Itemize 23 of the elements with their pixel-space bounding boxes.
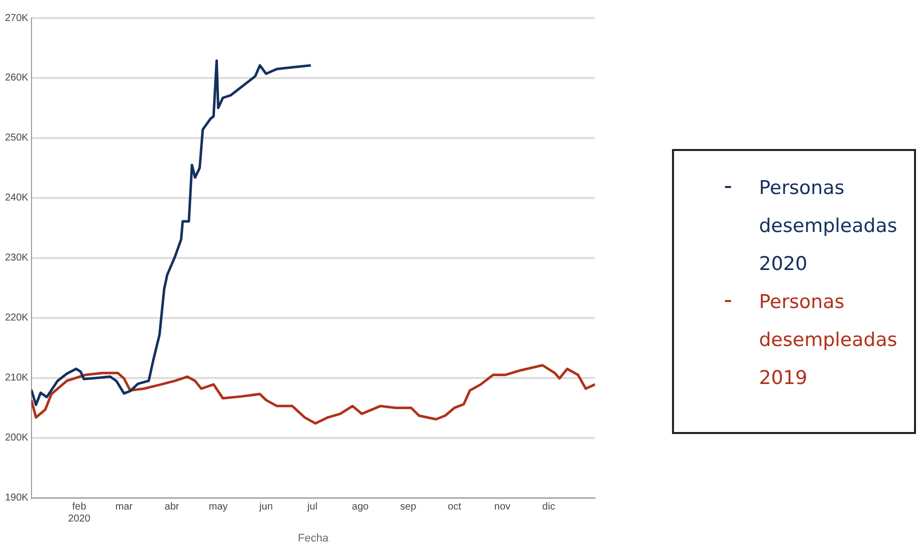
x-tick-label: mar <box>115 502 134 513</box>
y-tick-label: 240K <box>4 192 29 204</box>
legend-label: Personas desempleadas 2019 <box>759 290 898 391</box>
y-tick-label: 200K <box>4 432 29 444</box>
y-tick-label: 220K <box>4 312 29 324</box>
x-tick-label: abr <box>164 502 180 513</box>
y-tick-label: 210K <box>4 372 29 384</box>
x-tick-label: ago <box>352 502 370 513</box>
x-tick-label: oct <box>448 502 462 513</box>
y-tick-label: 190K <box>4 492 29 504</box>
x-tick-label: dic <box>542 502 556 513</box>
x-tick-label: jul <box>306 502 318 513</box>
x-tick-label: jun <box>258 502 273 513</box>
y-tick-label: 250K <box>4 132 29 144</box>
x-tick-label: feb 2020 <box>68 502 91 525</box>
y-tick-label: 270K <box>4 12 29 24</box>
x-tick-label: nov <box>494 502 510 513</box>
x-axis-title: Fecha <box>298 532 330 544</box>
legend-label: Personas desempleadas 2020 <box>759 176 898 277</box>
y-tick-label: 230K <box>4 252 29 264</box>
x-tick-label: sep <box>400 502 417 513</box>
x-tick-label: may <box>208 502 228 513</box>
y-tick-label: 260K <box>4 72 29 84</box>
